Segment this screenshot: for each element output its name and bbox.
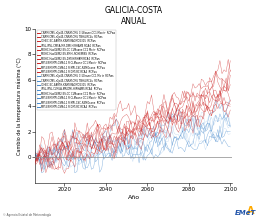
Text: © Agencia Estatal de Meteorología: © Agencia Estatal de Meteorología (3, 213, 51, 217)
Legend: CNRM-CM5-rCp45-CNRM-CM5 Cl18xane-CC1 Mxo tr  RCPws, CNRM-CM5-rCp45-CNRM-CM5 TBH4: CNRM-CM5-rCp45-CNRM-CM5 Cl18xane-CC1 Mxo… (37, 30, 116, 110)
X-axis label: Año: Año (128, 195, 140, 200)
Text: EMeT: EMeT (235, 210, 256, 216)
Title: GALICIA-COSTA
ANUAL: GALICIA-COSTA ANUAL (105, 5, 163, 26)
Text: A: A (247, 206, 255, 216)
Y-axis label: Cambio de la temperatura máxima (°C): Cambio de la temperatura máxima (°C) (16, 57, 22, 155)
